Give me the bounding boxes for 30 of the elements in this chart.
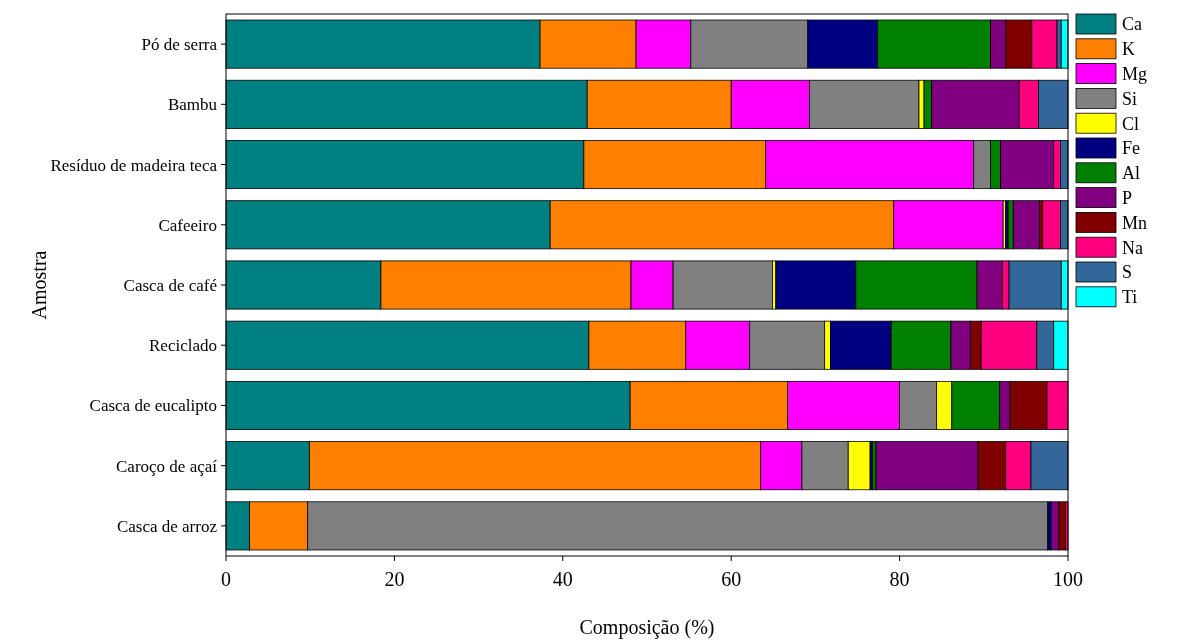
x-tick-label: 0 <box>221 568 231 590</box>
legend-label: Mg <box>1122 63 1148 84</box>
y-tick-label: Casca de arroz <box>116 516 218 536</box>
x-tick-label: 100 <box>1053 568 1083 590</box>
legend-label: Cl <box>1122 113 1140 134</box>
legend-label: Na <box>1122 237 1143 258</box>
legend-label: Al <box>1122 163 1140 184</box>
x-tick-label: 20 <box>384 568 405 590</box>
legend-label: P <box>1122 187 1133 208</box>
y-tick-label: Cafeeiro <box>158 215 217 235</box>
bar <box>1012 200 1040 250</box>
legend-label: Fe <box>1122 138 1141 159</box>
legend-label: K <box>1122 39 1135 60</box>
y-tick-label: Reciclado <box>149 336 217 356</box>
legend-label: Ti <box>1122 287 1138 308</box>
y-tick-label: Resíduo de madeira teca <box>50 155 218 175</box>
x-axis-title: Composição (%) <box>579 616 715 639</box>
x-tick-label: 40 <box>552 568 573 590</box>
y-tick-label: Casca de café <box>123 275 217 295</box>
legend-label: S <box>1122 262 1133 283</box>
x-tick-label: 80 <box>889 568 910 590</box>
y-axis-title: Amostra <box>28 250 50 320</box>
x-tick-label: 60 <box>721 568 742 590</box>
legend-label: Si <box>1122 88 1138 109</box>
legend-label: Mn <box>1122 212 1148 233</box>
y-tick-label: Caroço de açaí <box>116 456 218 476</box>
y-tick-label: Pó de serra <box>141 35 218 55</box>
y-tick-label: Casca de eucalipto <box>89 396 217 416</box>
y-tick-label: Bambu <box>167 95 218 115</box>
legend-label: Ca <box>1122 14 1143 35</box>
